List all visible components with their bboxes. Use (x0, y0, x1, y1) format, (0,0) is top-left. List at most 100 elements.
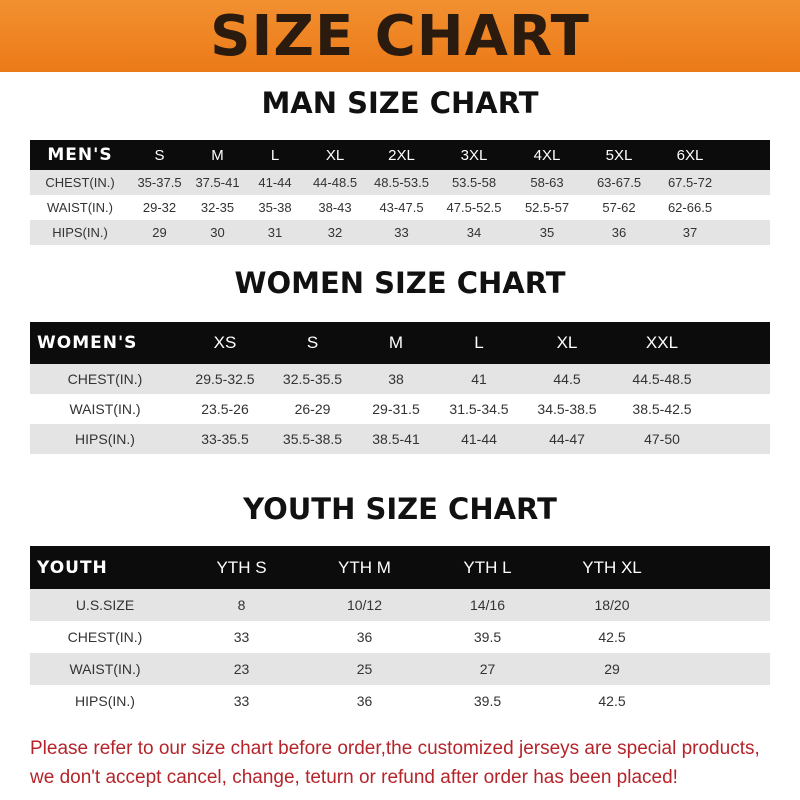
size-header-cell: 5XL (605, 146, 633, 164)
table-row: WAIST(IN.) 23.5-26 26-29 29-31.5 31.5-34.5 34… (30, 394, 770, 424)
row-label: CHEST(IN.) (67, 371, 143, 387)
table-cell: 48.5-53.5 (374, 175, 429, 190)
size-header-cell: YTH S (216, 557, 267, 577)
table-cell: 32-35 (200, 200, 235, 215)
table-cell: 35 (539, 225, 555, 240)
table-row: HIPS(IN.) 29 30 31 32 33 34 35 36 37 (30, 220, 770, 245)
table-title-cell: WOMEN'S (37, 333, 138, 353)
table-cell: 42.5 (598, 693, 626, 709)
table-cell: 34.5-38.5 (537, 401, 597, 417)
table-header-row: YOUTH YTH S YTH M YTH L YTH XL (30, 546, 770, 589)
women-size-table: WOMEN'S XS S M L XL XXL CHEST(IN.) 29.5-32.5 32.5… (30, 322, 770, 454)
table-title-cell: MEN'S (47, 145, 113, 165)
table-cell: 23.5-26 (201, 401, 249, 417)
size-header-cell: XL (325, 146, 345, 164)
size-header-cell: L (474, 333, 484, 352)
table-cell: 29 (604, 661, 620, 677)
title-banner: SIZE CHART (0, 0, 800, 72)
size-header-cell: M (211, 146, 224, 164)
table-cell: 26-29 (294, 401, 331, 417)
table-cell: 31.5-34.5 (449, 401, 509, 417)
table-cell: 38 (388, 371, 404, 387)
row-label: CHEST(IN.) (45, 175, 115, 190)
table-cell: 44-47 (549, 431, 585, 447)
row-label: HIPS(IN.) (75, 693, 135, 709)
table-header-row: WOMEN'S XS S M L XL XXL (30, 322, 770, 364)
table-cell: 10/12 (346, 597, 383, 613)
table-cell: 14/16 (469, 597, 506, 613)
women-section-title: WOMEN SIZE CHART (234, 266, 566, 300)
row-label: CHEST(IN.) (67, 629, 143, 645)
table-cell: 63-67.5 (596, 175, 642, 190)
table-cell: 44-48.5 (312, 175, 358, 190)
size-header-cell: L (270, 146, 280, 164)
table-cell: 31 (267, 225, 283, 240)
table-cell: 38.5-41 (372, 431, 420, 447)
table-cell: 62-66.5 (667, 200, 713, 215)
size-header-cell: 3XL (460, 146, 488, 164)
row-label: WAIST(IN.) (47, 200, 113, 215)
table-cell: 47-50 (644, 431, 680, 447)
table-cell: 32 (327, 225, 343, 240)
youth-section-title: YOUTH SIZE CHART (243, 492, 557, 526)
page-title: SIZE CHART (210, 3, 590, 69)
size-header-cell: XL (556, 333, 578, 352)
table-cell: 30 (210, 225, 225, 240)
table-cell: 29.5-32.5 (195, 371, 255, 387)
youth-size-table: YOUTH YTH S YTH M YTH L YTH XL U.S.SIZE 8 10/12… (30, 546, 770, 717)
table-cell: 41-44 (461, 431, 497, 447)
row-label: HIPS(IN.) (52, 225, 108, 240)
table-cell: 36 (356, 693, 373, 709)
table-cell: 38.5-42.5 (632, 401, 692, 417)
table-cell: 33-35.5 (201, 431, 249, 447)
table-cell: 35-38 (258, 200, 292, 215)
notice-text: Please refer to our size chart before or… (30, 734, 790, 792)
table-cell: 35-37.5 (137, 175, 182, 190)
table-cell: 32.5-35.5 (282, 371, 343, 387)
table-cell: 37.5-41 (195, 175, 240, 190)
table-cell: 36 (356, 629, 373, 645)
table-cell: 35.5-38.5 (282, 431, 343, 447)
table-cell: 42.5 (598, 629, 626, 645)
men-section-title: MAN SIZE CHART (261, 86, 539, 120)
table-cell: 34 (466, 225, 482, 240)
table-row: HIPS(IN.) 33-35.5 35.5-38.5 38.5-41 41-44 44-… (30, 424, 770, 454)
notice-line: Please refer to our size chart before or… (30, 738, 760, 759)
table-row: U.S.SIZE 8 10/12 14/16 18/20 (30, 589, 770, 621)
table-header-row: MEN'S S M L XL 2XL 3XL 4XL 5XL 6XL (30, 140, 770, 170)
men-size-table: MEN'S S M L XL 2XL 3XL 4XL 5XL 6XL CHEST(IN.) 35-37… (30, 140, 770, 245)
table-cell: 53.5-58 (451, 175, 497, 190)
table-cell: 38-43 (318, 200, 352, 215)
table-cell: 41-44 (258, 175, 292, 190)
table-cell: 43-47.5 (379, 200, 424, 215)
table-row: WAIST(IN.) 29-32 32-35 35-38 38-43 43-47.5 47.… (30, 195, 770, 220)
table-cell: 37 (682, 225, 698, 240)
size-header-cell: 2XL (388, 146, 415, 164)
table-cell: 58-63 (530, 175, 564, 190)
table-cell: 39.5 (473, 629, 502, 645)
table-cell: 29 (152, 225, 167, 240)
table-cell: 44.5 (553, 371, 581, 387)
row-label: HIPS(IN.) (75, 431, 135, 447)
table-cell: 27 (479, 661, 496, 677)
table-cell: 67.5-72 (667, 175, 713, 190)
table-row: HIPS(IN.) 33 36 39.5 42.5 (30, 685, 770, 717)
size-header-cell: YTH L (463, 557, 512, 577)
size-header-cell: XXL (645, 333, 679, 352)
table-row: WAIST(IN.) 23 25 27 29 (30, 653, 770, 685)
table-cell: 18/20 (594, 597, 630, 613)
table-cell: 29-32 (142, 200, 177, 215)
size-header-cell: S (154, 146, 165, 164)
notice-line: we don't accept cancel, change, teturn o… (30, 767, 678, 788)
size-header-cell: 6XL (676, 146, 704, 164)
table-cell: 8 (237, 597, 246, 613)
table-cell: 41 (471, 371, 487, 387)
size-header-cell: M (388, 333, 404, 352)
table-cell: 29-31.5 (372, 401, 420, 417)
size-header-cell: YTH XL (582, 557, 642, 577)
table-cell: 33 (233, 693, 250, 709)
table-cell: 44.5-48.5 (632, 371, 692, 387)
table-row: CHEST(IN.) 35-37.5 37.5-41 41-44 44-48.5 48.5… (30, 170, 770, 195)
table-title-cell: YOUTH (37, 557, 108, 578)
row-label: WAIST(IN.) (69, 401, 141, 417)
